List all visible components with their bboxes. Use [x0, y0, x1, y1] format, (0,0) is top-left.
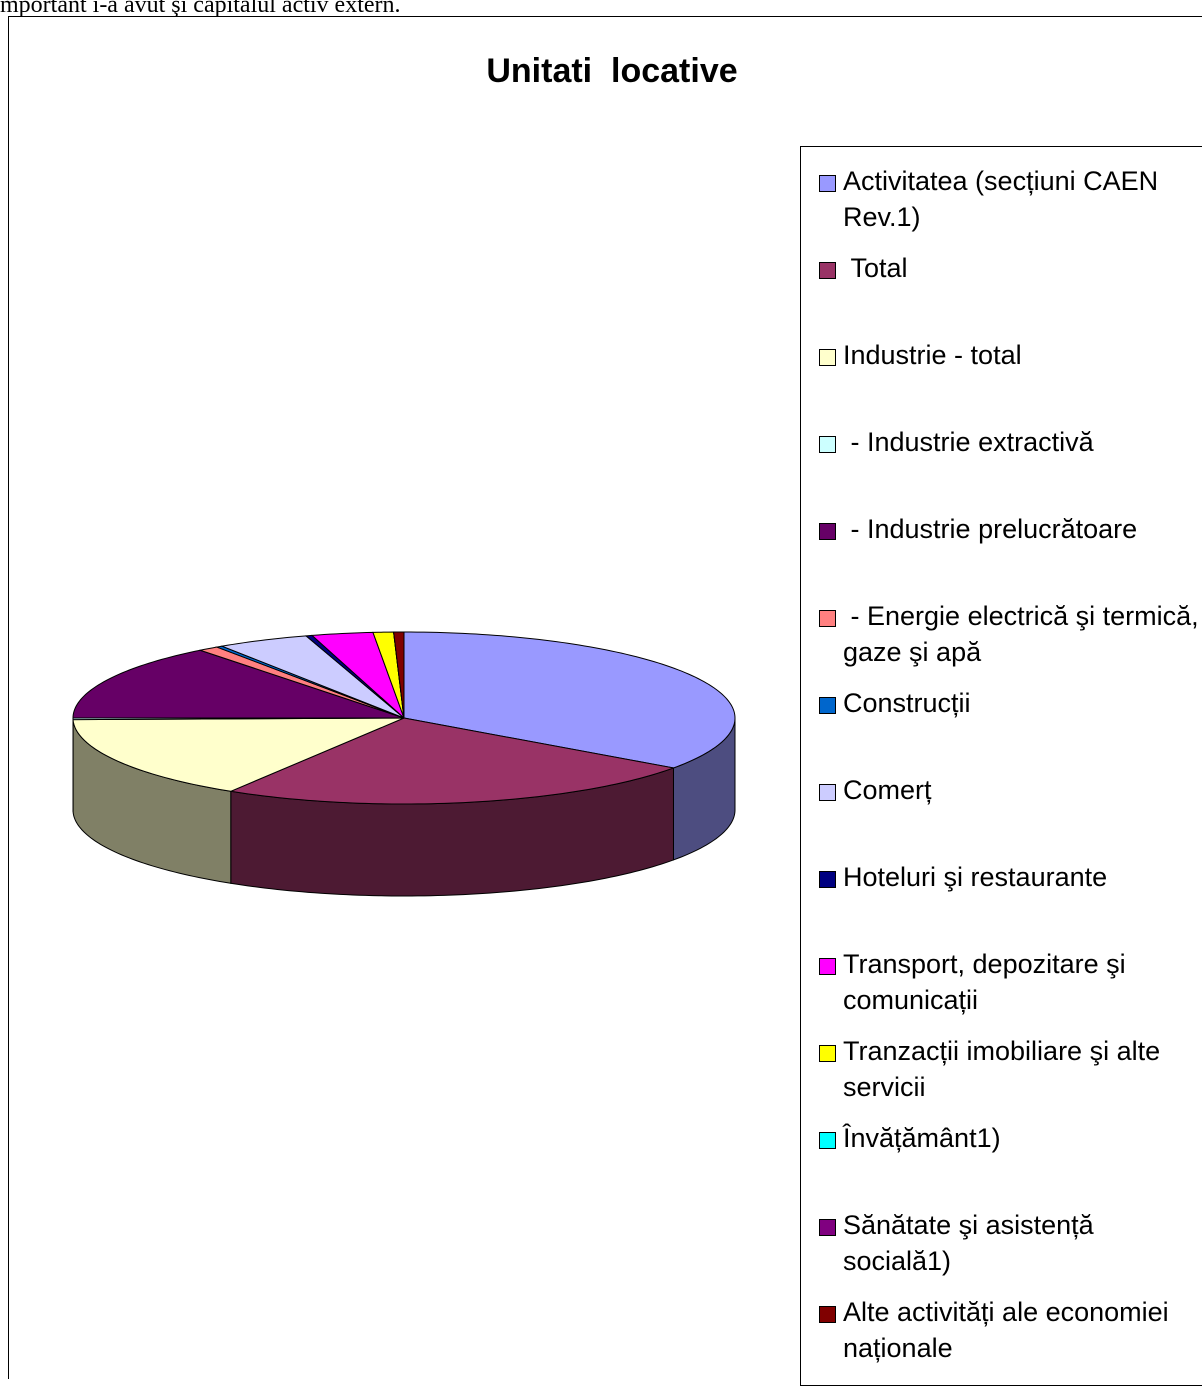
legend-swatch	[819, 784, 836, 801]
legend-label: Industrie - total	[843, 340, 1022, 370]
legend-label: Total	[843, 253, 908, 283]
legend-swatch	[819, 871, 836, 888]
legend-item: Transport, depozitare şi comunicații	[815, 946, 1202, 1018]
legend-label: - Industrie prelucrătoare	[843, 514, 1137, 544]
legend-item: - Industrie prelucrătoare	[815, 511, 1202, 547]
legend-item: Alte activități ale economiei naționale	[815, 1294, 1202, 1366]
legend-item: Sănătate şi asistență socială1)	[815, 1207, 1202, 1279]
legend-item: Activitatea (secțiuni CAEN Rev.1)	[815, 163, 1202, 235]
legend-swatch	[819, 1045, 836, 1062]
legend-item: Construcții	[815, 685, 1202, 721]
legend-swatch	[819, 175, 836, 192]
legend-label: - Industrie extractivă	[843, 427, 1094, 457]
legend-item: Industrie - total	[815, 337, 1202, 373]
legend-label: Construcții	[843, 688, 971, 718]
legend-item: Învățământ1)	[815, 1120, 1202, 1156]
pie	[73, 632, 735, 896]
legend-label: Transport, depozitare şi comunicații	[843, 949, 1133, 1015]
legend-swatch	[819, 958, 836, 975]
legend-item: - Energie electrică şi termică, gaze şi …	[815, 598, 1202, 670]
legend-swatch	[819, 523, 836, 540]
legend-swatch	[819, 349, 836, 366]
legend-swatch	[819, 436, 836, 453]
legend-swatch	[819, 1306, 836, 1323]
legend-label: Tranzacții imobiliare şi alte servicii	[843, 1036, 1168, 1102]
legend-label: Activitatea (secțiuni CAEN Rev.1)	[843, 166, 1166, 232]
legend-swatch	[819, 1132, 836, 1149]
legend-label: Alte activități ale economiei naționale	[843, 1297, 1176, 1363]
legend-label: - Energie electrică şi termică, gaze şi …	[843, 601, 1202, 667]
legend-item: Comerț	[815, 772, 1202, 808]
legend-label: Hoteluri şi restaurante	[843, 862, 1107, 892]
legend-label: Comerț	[843, 775, 932, 805]
legend-label: Sănătate şi asistență socială1)	[843, 1210, 1101, 1276]
legend-swatch	[819, 697, 836, 714]
legend-item: Tranzacții imobiliare şi alte servicii	[815, 1033, 1202, 1105]
legend-swatch	[819, 1219, 836, 1236]
chart-title: Unitati locative	[486, 52, 737, 90]
legend-item: Hoteluri şi restaurante	[815, 859, 1202, 895]
legend-item: Total	[815, 250, 1202, 286]
legend-swatch	[819, 262, 836, 279]
legend-label: Învățământ1)	[843, 1123, 1001, 1153]
legend-item: - Industrie extractivă	[815, 424, 1202, 460]
legend-swatch	[819, 610, 836, 627]
legend: Activitatea (secțiuni CAEN Rev.1) Total I…	[800, 146, 1202, 1386]
